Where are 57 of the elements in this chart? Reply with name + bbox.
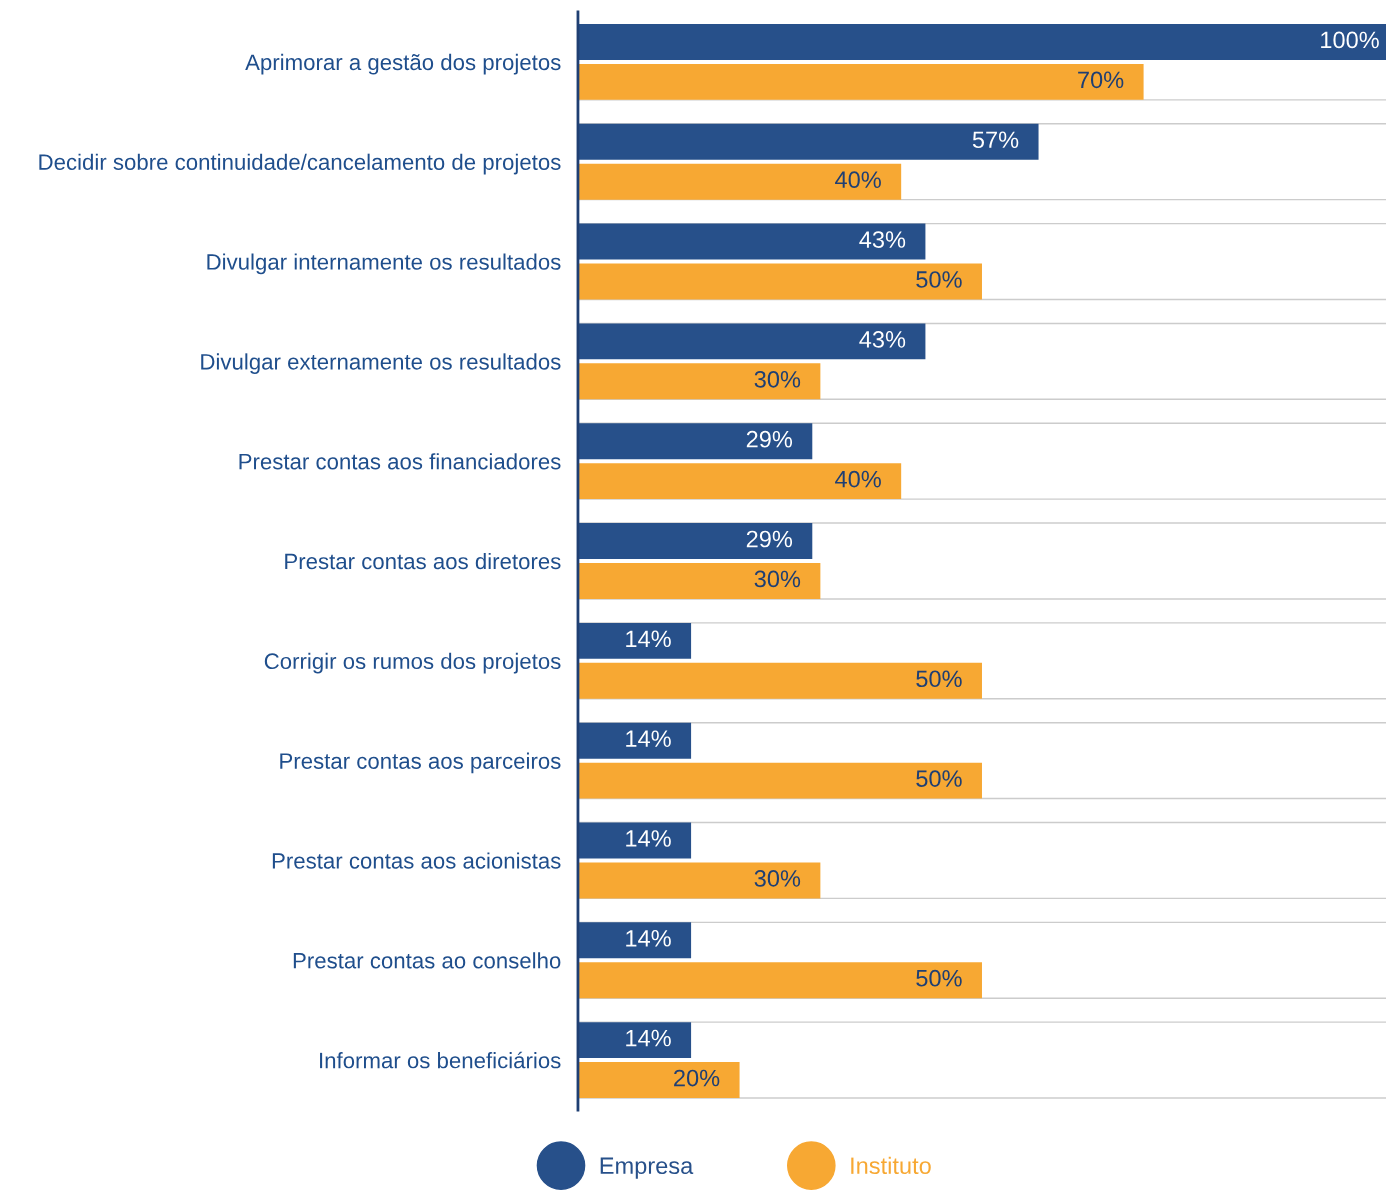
bar — [577, 63, 1144, 100]
y-tick-label: Prestar contas ao conselho — [293, 952, 561, 969]
data-label: 14% — [626, 930, 671, 947]
bar — [577, 1022, 692, 1059]
data-label: 30% — [754, 570, 801, 588]
data-label: 100% — [1321, 31, 1379, 49]
bar — [577, 323, 926, 360]
bar — [577, 922, 692, 959]
bar — [577, 123, 1039, 160]
data-label: 43% — [859, 231, 906, 248]
y-tick-label: Divulgar internamente os resultados — [207, 253, 561, 275]
y-tick-label: Prestar contas aos acionistas — [272, 852, 561, 869]
y-tick-label: Decidir sobre continuidade/cancelamento de projetos — [39, 153, 561, 175]
bar — [577, 363, 821, 400]
y-tick-label: Informar os beneficiários — [320, 1051, 561, 1069]
bar — [577, 163, 902, 200]
bar — [577, 463, 902, 500]
bar — [577, 962, 982, 999]
y-tick-label: Prestar contas aos parceiros — [280, 752, 561, 774]
bar — [577, 563, 821, 599]
bar — [577, 622, 692, 659]
bar — [577, 662, 982, 699]
data-label: 14% — [626, 730, 671, 747]
data-label: 29% — [746, 430, 793, 448]
data-label: 14% — [626, 630, 671, 648]
y-tick-label: Aprimorar a gestão dos projetos — [245, 53, 561, 75]
bar — [577, 722, 692, 759]
legend-label: Instituto — [851, 1156, 931, 1175]
y-tick-label: Prestar contas aos financiadores — [239, 453, 561, 470]
data-label: 40% — [835, 171, 881, 189]
data-label: 30% — [754, 870, 801, 887]
data-label: 57% — [972, 131, 1019, 149]
bar — [577, 762, 982, 799]
data-label: 14% — [626, 830, 671, 847]
data-label: 30% — [754, 370, 801, 388]
data-label: 50% — [916, 670, 962, 688]
data-label: 29% — [746, 530, 793, 548]
y-tick-label: Prestar contas aos diretores — [285, 552, 561, 570]
data-label: 14% — [626, 1029, 671, 1047]
data-label: 70% — [1078, 71, 1124, 89]
data-label: 43% — [859, 331, 906, 348]
legend-label: Empresa — [600, 1157, 694, 1179]
data-label: 50% — [916, 770, 962, 787]
bar — [577, 23, 1386, 60]
data-label: 50% — [916, 271, 962, 288]
bar — [577, 523, 813, 559]
bar — [577, 862, 821, 899]
bar — [577, 423, 813, 460]
y-tick-label: Corrigir os rumos dos projetos — [264, 652, 561, 674]
data-label: 50% — [916, 969, 962, 987]
data-label: 40% — [835, 470, 881, 488]
bar — [577, 223, 926, 260]
data-label: 20% — [674, 1069, 720, 1087]
bar — [577, 1062, 740, 1099]
bar — [577, 822, 692, 859]
y-tick-label: Divulgar externamente os resultados — [201, 353, 561, 375]
bar — [577, 263, 982, 300]
